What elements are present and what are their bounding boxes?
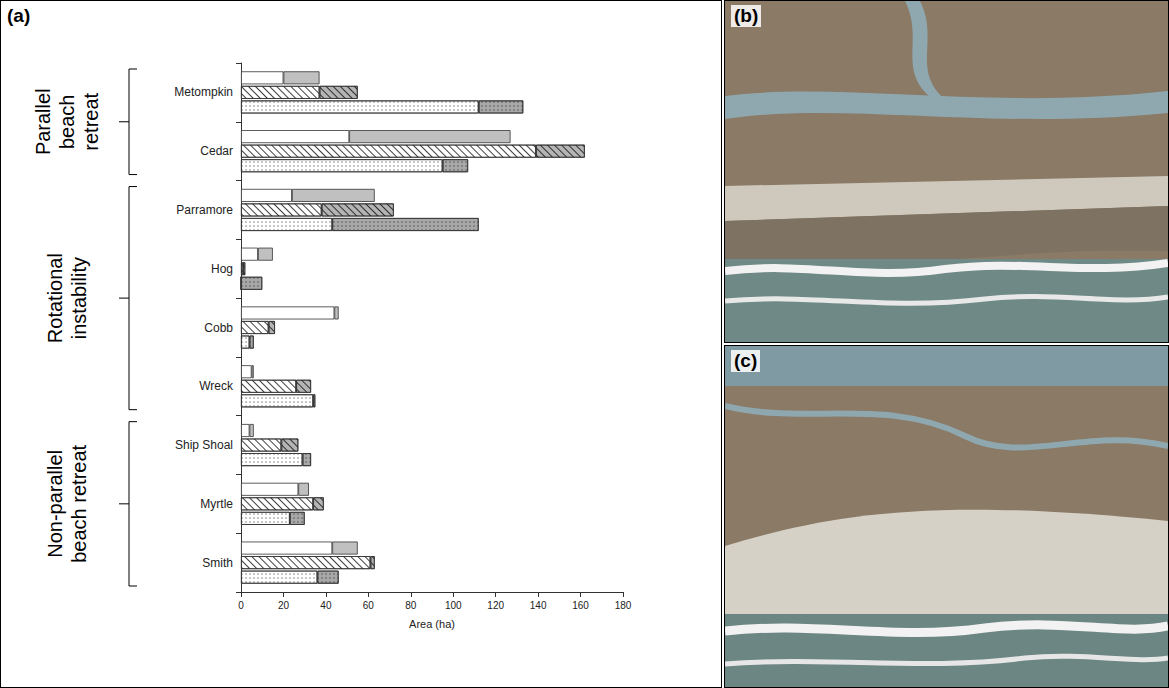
svg-text:Smith: Smith — [202, 556, 233, 570]
svg-text:Non-parallel: Non-parallel — [44, 450, 66, 558]
svg-text:0: 0 — [238, 600, 244, 611]
svg-text:180: 180 — [615, 600, 632, 611]
svg-text:retreat: retreat — [80, 92, 102, 150]
svg-text:40: 40 — [320, 600, 332, 611]
svg-text:80: 80 — [405, 600, 417, 611]
svg-text:Cobb: Cobb — [204, 321, 233, 335]
svg-text:Parramore: Parramore — [176, 203, 233, 217]
svg-text:Rotational: Rotational — [44, 253, 66, 343]
svg-text:Wreck: Wreck — [199, 379, 234, 393]
html-text:(b): (b) — [734, 5, 759, 26]
html-text:(c): (c) — [734, 350, 758, 371]
svg-text:Metompkin: Metompkin — [174, 85, 233, 99]
svg-text:20: 20 — [278, 600, 290, 611]
svg-text:60: 60 — [363, 600, 375, 611]
html-text:(a): (a) — [7, 5, 31, 26]
svg-text:Hog: Hog — [211, 262, 233, 276]
svg-text:Area (ha): Area (ha) — [409, 618, 455, 630]
svg-text:beach: beach — [56, 95, 78, 150]
svg-text:Myrtle: Myrtle — [200, 497, 233, 511]
svg-text:Cedar: Cedar — [200, 144, 233, 158]
svg-text:instability: instability — [68, 257, 90, 339]
svg-text:140: 140 — [530, 600, 547, 611]
svg-text:Ship Shoal: Ship Shoal — [175, 438, 233, 452]
svg-text:Parallel: Parallel — [32, 88, 54, 155]
svg-text:beach retreat: beach retreat — [68, 444, 90, 562]
svg-text:160: 160 — [572, 600, 589, 611]
svg-text:120: 120 — [487, 600, 504, 611]
svg-text:100: 100 — [445, 600, 462, 611]
